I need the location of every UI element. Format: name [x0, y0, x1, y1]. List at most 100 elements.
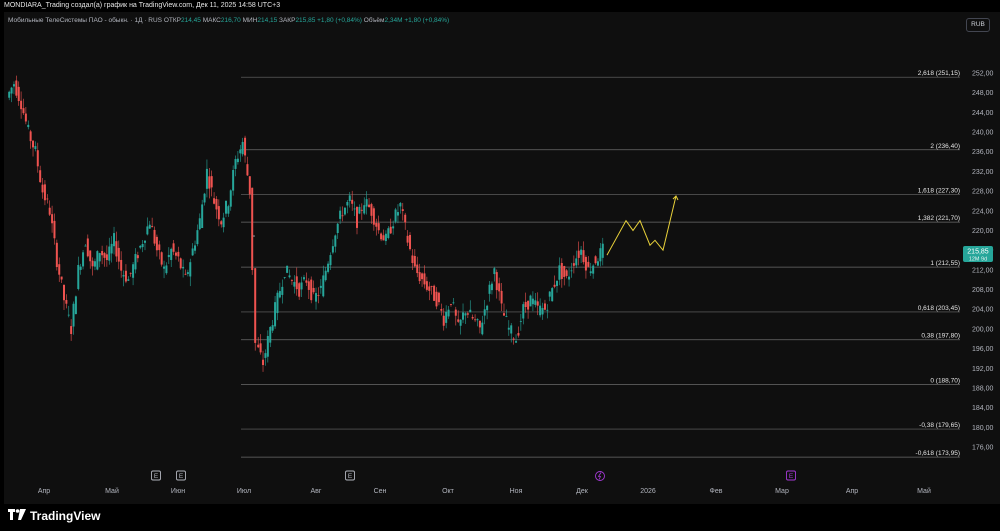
- tradingview-logo-icon: [8, 509, 26, 523]
- candle: [55, 239, 58, 271]
- earnings-marker-icon[interactable]: E: [151, 470, 161, 481]
- y-tick-label: 240,00: [972, 130, 994, 137]
- earnings-marker-icon[interactable]: E: [345, 470, 355, 481]
- candle: [495, 269, 498, 299]
- currency-button[interactable]: RUB: [966, 18, 990, 32]
- earnings-marker-icon[interactable]: E: [786, 470, 796, 481]
- candle: [182, 259, 185, 278]
- y-tick-label: 252,00: [972, 71, 994, 78]
- close-value: 215,85: [295, 17, 316, 24]
- candle: [406, 230, 409, 246]
- candle: [141, 240, 144, 253]
- candle: [577, 241, 580, 266]
- price-chart[interactable]: 2,618 (251,15) 2 (236,40) 1,618 (227,30) 1,…: [0, 0, 1000, 504]
- candles: [8, 75, 604, 372]
- candle: [163, 260, 166, 279]
- candle: [490, 281, 493, 295]
- candle: [203, 192, 206, 206]
- candle: [346, 200, 349, 214]
- chart-area[interactable]: [4, 12, 1000, 504]
- candle: [312, 280, 315, 295]
- candle: [389, 218, 392, 235]
- candle: [382, 229, 385, 241]
- candle: [248, 176, 251, 199]
- candle: [146, 217, 149, 236]
- candle: [205, 159, 208, 198]
- candle: [592, 264, 595, 279]
- candle: [17, 81, 20, 106]
- candle: [474, 314, 477, 322]
- candle: [167, 247, 170, 265]
- candle: [93, 258, 96, 271]
- x-tick-label: Май: [105, 487, 119, 495]
- candle: [572, 255, 575, 274]
- svg-text:E: E: [789, 473, 794, 480]
- volume-change: +1,80 (+0,84%): [404, 17, 450, 24]
- symbol-legend[interactable]: Мобильные ТелеСистемы ПАО - обыкн. · 1Д …: [8, 17, 449, 24]
- y-tick-label: 212,00: [972, 267, 994, 274]
- candle: [186, 269, 189, 277]
- candle: [339, 206, 342, 224]
- dividend-marker-icon[interactable]: [595, 471, 605, 481]
- candle: [60, 276, 63, 284]
- candle: [91, 257, 94, 276]
- candle: [546, 304, 549, 319]
- y-tick-label: 244,00: [972, 110, 994, 117]
- candle: [288, 269, 291, 279]
- candle: [179, 257, 182, 270]
- y-tick-label: 208,00: [972, 287, 994, 294]
- candle: [58, 257, 61, 282]
- fib-level-label: 2 (236,40): [930, 143, 960, 150]
- candle: [322, 265, 325, 298]
- fibonacci-levels: 2,618 (251,15) 2 (236,40) 1,618 (227,30) 1,…: [241, 70, 960, 458]
- candle: [589, 262, 592, 276]
- x-tick-label: Авг: [311, 488, 322, 495]
- candle: [396, 204, 399, 224]
- candle: [596, 258, 599, 267]
- candle: [210, 170, 213, 197]
- candle: [286, 265, 289, 274]
- candle: [244, 135, 247, 163]
- low-value: 214,15: [257, 17, 278, 24]
- x-axis[interactable]: Апр Май Июн Июл Авг Сен Окт Ноя Дек 2026 Фев Мар Апр…: [38, 487, 931, 495]
- candle: [143, 240, 146, 251]
- x-tick-label: Май: [917, 487, 931, 495]
- candle: [353, 201, 356, 216]
- candle: [507, 320, 510, 336]
- candle: [481, 315, 484, 336]
- candle: [541, 302, 544, 320]
- fib-level-label: 2,618 (251,15): [918, 70, 960, 77]
- logo-text: TradingView: [30, 509, 101, 523]
- earnings-marker-icon[interactable]: E: [176, 470, 186, 481]
- attribution-bar: MONDIARA_Trading создал(а) график на Tra…: [0, 0, 1000, 12]
- candle: [222, 212, 225, 233]
- y-tick-label: 220,00: [972, 228, 994, 235]
- candle: [440, 303, 443, 316]
- tradingview-logo[interactable]: TradingView: [8, 509, 100, 523]
- candle: [505, 309, 508, 318]
- candle: [334, 234, 337, 253]
- candle: [587, 256, 590, 268]
- candle: [355, 206, 358, 235]
- candle: [445, 305, 448, 329]
- symbol-name[interactable]: Мобильные ТелеСистемы ПАО - обыкн. · 1Д …: [8, 17, 163, 24]
- svg-text:E: E: [179, 473, 184, 480]
- candle: [281, 279, 284, 304]
- y-tick-label: 224,00: [972, 208, 994, 215]
- low-label: МИН: [242, 17, 258, 24]
- candle: [399, 202, 402, 214]
- y-axis[interactable]: 252,00 248,00 244,00 240,00 236,00 232,00 228,…: [972, 71, 994, 452]
- candle: [24, 106, 27, 125]
- candle: [515, 334, 518, 343]
- candle: [198, 213, 201, 231]
- projection-line: [606, 195, 677, 256]
- candle: [151, 217, 154, 228]
- candle: [8, 90, 11, 101]
- candle: [358, 204, 361, 215]
- candle: [558, 257, 561, 286]
- candle: [500, 282, 503, 312]
- candle: [430, 285, 433, 295]
- candle: [41, 177, 44, 199]
- candle: [293, 275, 296, 294]
